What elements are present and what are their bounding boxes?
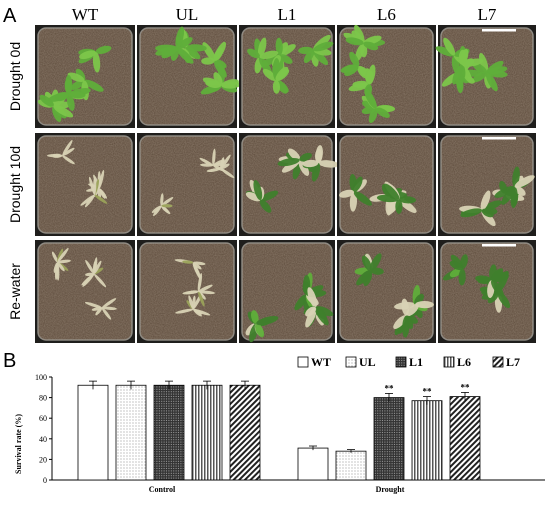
pot-l1-row1	[239, 133, 340, 236]
survival-chart: B Survival rate (%) WT UL L1 L6 L7 0 20 40 60 80…	[3, 350, 545, 494]
genotype-label-wt: WT	[72, 5, 99, 24]
bar-drought-l6	[411, 400, 443, 481]
pot-ul-row0	[137, 25, 241, 128]
panel-b-letter: B	[3, 350, 16, 372]
pot-l6-row1	[337, 133, 436, 236]
y-tick-label-0: 0	[43, 476, 47, 485]
legend-swatch-wt	[297, 356, 309, 368]
photo-panel-a: A WT UL L1 L6 L7 Drought 0d Drought 10d Re-wat…	[3, 5, 536, 343]
panel-a-letter: A	[3, 5, 17, 27]
scale-bar-2	[482, 244, 516, 247]
pot-ul-row1	[137, 133, 237, 236]
legend-swatch-ul	[345, 356, 357, 368]
bar-drought-ul	[335, 450, 367, 481]
pot-l1-row2	[239, 240, 335, 343]
bar-control-l1	[153, 384, 185, 481]
significance-marker-l1: **	[385, 383, 395, 393]
y-tick-label-80: 80	[39, 394, 47, 403]
pot-l7-row2	[438, 240, 536, 343]
pot-l1-row0	[239, 25, 335, 128]
bar-control-ul	[115, 384, 147, 481]
row-label-2: Re-water	[7, 263, 23, 320]
bar-drought-l1	[373, 397, 405, 481]
bar-control-l7	[229, 384, 261, 481]
legend-label-l7: L7	[506, 355, 520, 369]
scale-bar-1	[482, 137, 516, 140]
pot-wt-row2	[35, 240, 135, 343]
x-category-label-drought: Drought	[376, 485, 405, 494]
row-label-0: Drought 0d	[7, 42, 23, 111]
pot-wt-row0	[35, 25, 135, 128]
significance-marker-l6: **	[423, 387, 433, 397]
pot-l7-row1	[438, 133, 536, 236]
pot-l6-row2	[337, 240, 436, 343]
genotype-label-l6: L6	[377, 5, 396, 24]
significance-marker-l7: **	[461, 382, 471, 392]
scale-bar-0	[482, 29, 516, 32]
y-tick-label-60: 60	[39, 414, 47, 423]
pot-wt-row1	[35, 133, 135, 236]
legend-label-wt: WT	[311, 355, 331, 369]
x-category-label-control: Control	[149, 485, 176, 494]
genotype-label-ul: UL	[176, 5, 199, 24]
y-tick-label-20: 20	[39, 455, 47, 464]
legend-label-ul: UL	[359, 355, 376, 369]
bar-control-l6	[191, 384, 223, 481]
y-axis-label: Survival rate (%)	[14, 414, 23, 474]
bar-drought-wt	[297, 447, 329, 481]
legend-swatch-l1	[395, 356, 407, 368]
genotype-label-l7: L7	[478, 5, 497, 24]
y-tick-label-100: 100	[35, 373, 47, 382]
row-label-1: Drought 10d	[7, 146, 23, 223]
pot-ul-row2	[137, 240, 237, 343]
bar-drought-l7	[449, 396, 481, 481]
pot-l7-row0	[435, 25, 536, 128]
bar-control-wt	[77, 384, 109, 481]
legend-label-l6: L6	[457, 355, 471, 369]
legend-label-l1: L1	[409, 355, 423, 369]
legend-swatch-l7	[492, 356, 504, 368]
genotype-label-l1: L1	[278, 5, 297, 24]
y-tick-label-40: 40	[39, 435, 47, 444]
pot-l6-row0	[337, 24, 436, 128]
legend-swatch-l6	[443, 356, 455, 368]
